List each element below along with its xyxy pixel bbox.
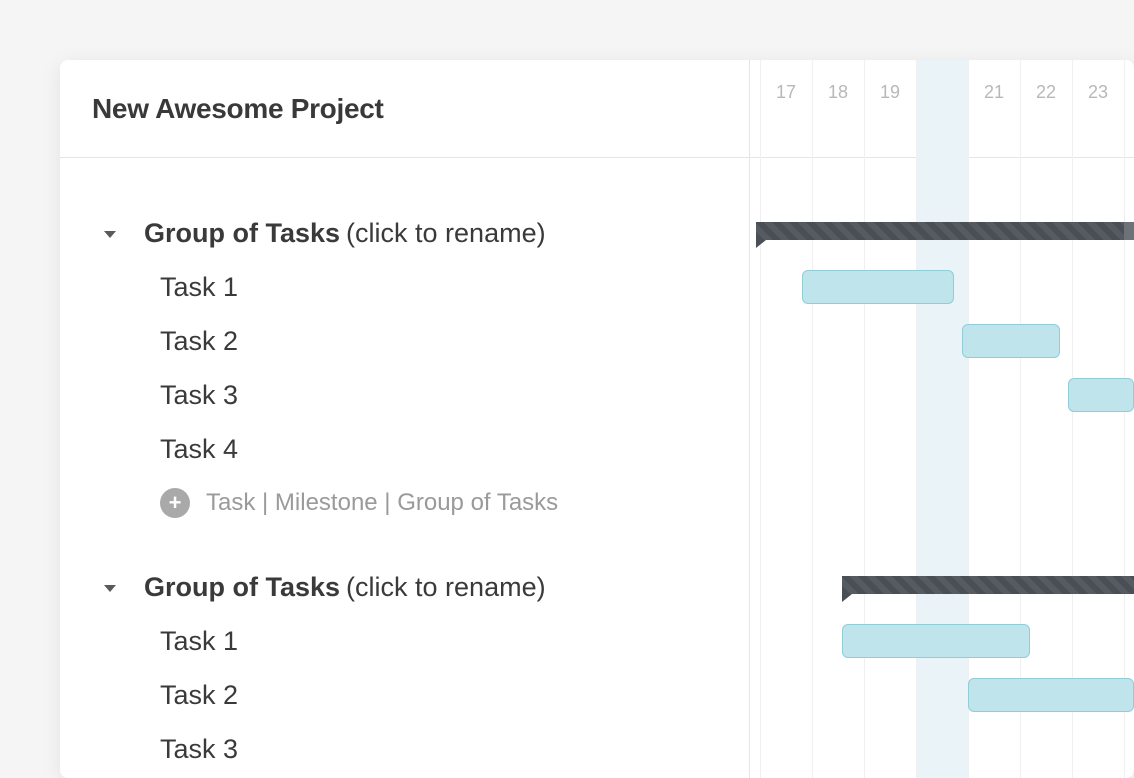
task-bar[interactable]: [842, 624, 1030, 658]
task-label[interactable]: Task 3: [160, 734, 238, 765]
header: New Awesome Project 17181920212223: [60, 60, 1134, 158]
task-label[interactable]: Task 1: [160, 626, 238, 657]
task-label[interactable]: Task 2: [160, 680, 238, 711]
task-row[interactable]: Task 1: [60, 614, 749, 668]
task-bar[interactable]: [962, 324, 1060, 358]
task-row[interactable]: Task 4: [60, 422, 749, 476]
add-item-hint: Task | Milestone | Group of Tasks: [206, 489, 558, 517]
date-cell: 23: [1072, 74, 1124, 114]
add-item-row[interactable]: + Task | Milestone | Group of Tasks: [60, 476, 749, 530]
date-cell: 21: [968, 74, 1020, 114]
date-cell: 17: [760, 74, 812, 114]
task-row[interactable]: Task 1: [60, 260, 749, 314]
chevron-down-icon[interactable]: [104, 585, 116, 592]
task-label[interactable]: Task 2: [160, 326, 238, 357]
task-list-pane: Group of Tasks (click to rename) Task 1 Ta…: [60, 158, 750, 778]
group-name[interactable]: Group of Tasks: [144, 572, 340, 603]
group-rename-hint: (click to rename): [346, 572, 546, 603]
date-cell: 20: [916, 74, 968, 114]
group-name[interactable]: Group of Tasks: [144, 218, 340, 249]
group-header[interactable]: Group of Tasks (click to rename): [60, 560, 749, 614]
plus-icon[interactable]: +: [160, 488, 190, 518]
date-cell: 22: [1020, 74, 1072, 114]
date-cell: 18: [812, 74, 864, 114]
task-row[interactable]: Task 2: [60, 668, 749, 722]
task-label[interactable]: Task 4: [160, 434, 238, 465]
task-label[interactable]: Task 1: [160, 272, 238, 303]
header-left: New Awesome Project: [60, 60, 750, 157]
task-row[interactable]: Task 3: [60, 722, 749, 776]
timeline-header: 17181920212223: [750, 60, 1134, 157]
task-label[interactable]: Task 3: [160, 380, 238, 411]
task-bar[interactable]: [1068, 378, 1134, 412]
task-row[interactable]: Task 2: [60, 314, 749, 368]
date-cell: 19: [864, 74, 916, 114]
group-bar[interactable]: [756, 222, 1124, 240]
chevron-down-icon[interactable]: [104, 231, 116, 238]
group-header[interactable]: Group of Tasks (click to rename): [60, 206, 749, 260]
timeline-pane[interactable]: [750, 158, 1134, 778]
task-bar[interactable]: [802, 270, 954, 304]
task-row[interactable]: Task 3: [60, 368, 749, 422]
gantt-window: New Awesome Project 17181920212223 Group…: [60, 60, 1134, 778]
group-bar[interactable]: [842, 576, 1134, 594]
project-title[interactable]: New Awesome Project: [92, 93, 384, 125]
task-bar[interactable]: [968, 678, 1134, 712]
group-rename-hint: (click to rename): [346, 218, 546, 249]
